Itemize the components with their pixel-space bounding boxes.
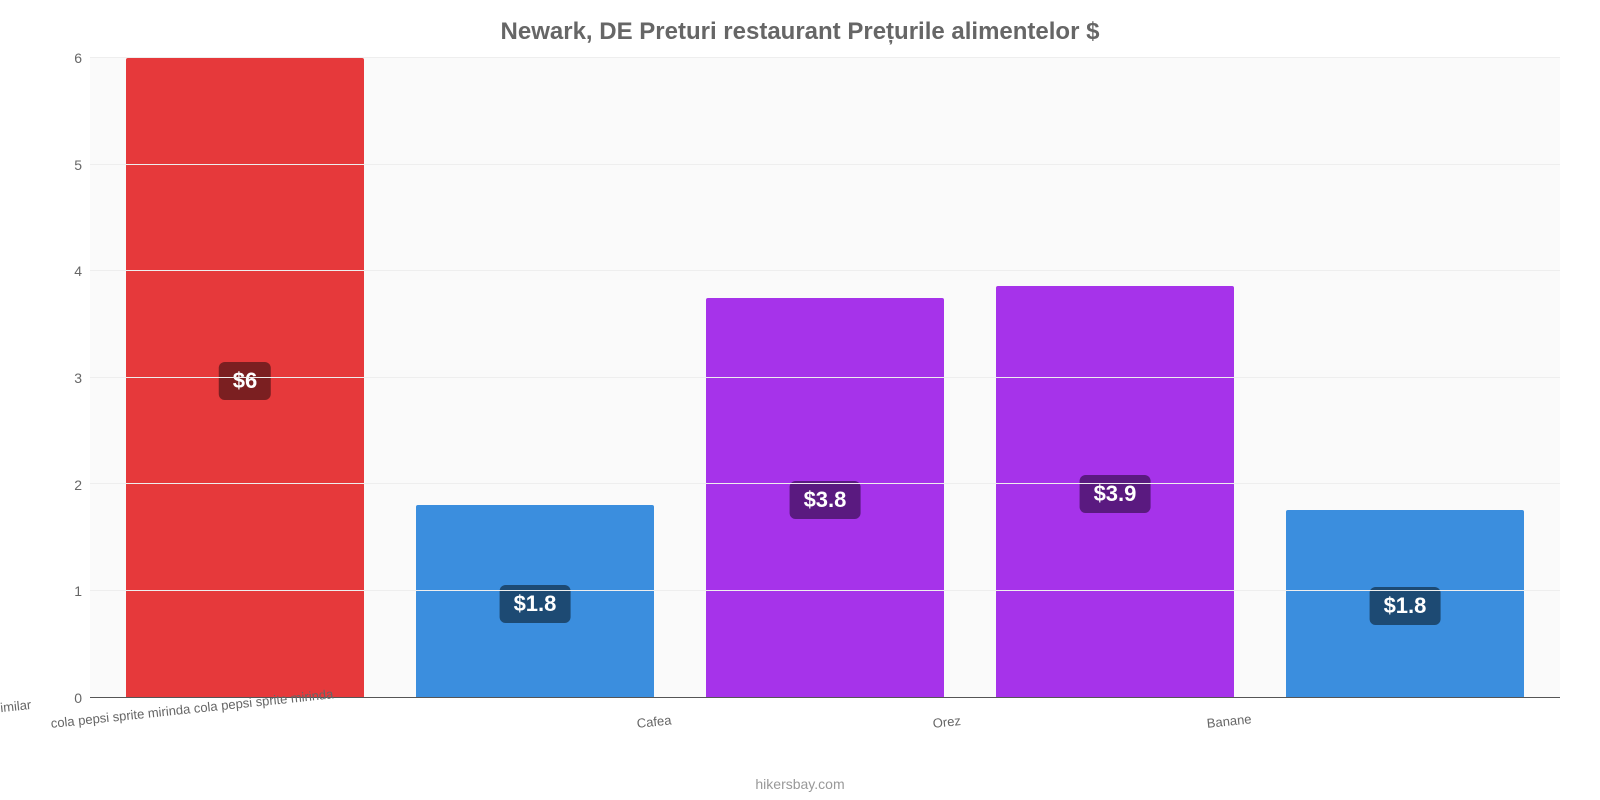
x-axis-label: Cafea [636, 712, 672, 731]
bar-value-label: $1.8 [1370, 587, 1441, 625]
bar-value-label: $3.8 [790, 481, 861, 519]
bar-slot: $6 [100, 58, 390, 697]
chart-footer: hikersbay.com [0, 776, 1600, 792]
y-tick-label: 6 [32, 50, 82, 66]
y-axis: 0123456 [30, 58, 90, 698]
bar-slot: $1.8 [1260, 58, 1550, 697]
chart-title: Newark, DE Preturi restaurant Prețurile … [30, 18, 1570, 46]
gridline [90, 164, 1560, 165]
plot: 0123456 $6$1.8$3.8$3.9$1.8 mac burger ki… [30, 58, 1570, 698]
bar: $3.8 [706, 298, 944, 697]
gridline [90, 590, 1560, 591]
gridline [90, 57, 1560, 58]
bar-value-label: $6 [219, 362, 271, 400]
bar-value-label: $1.8 [500, 585, 571, 623]
chart-container: Newark, DE Preturi restaurant Prețurile … [0, 0, 1600, 800]
gridline [90, 270, 1560, 271]
bar: $1.8 [1286, 510, 1524, 697]
bar-slot: $3.9 [970, 58, 1260, 697]
bar-slot: $3.8 [680, 58, 970, 697]
bars-container: $6 $1.8 $3.8 $3.9 $1.8 [90, 58, 1560, 697]
bar: $6 [126, 58, 364, 697]
plot-area: $6 $1.8 $3.8 $3.9 $1.8 [90, 58, 1560, 698]
bar: $3.9 [996, 286, 1234, 697]
y-tick-label: 4 [32, 263, 82, 279]
y-tick-label: 0 [32, 690, 82, 706]
y-tick-label: 3 [32, 370, 82, 386]
y-tick-label: 5 [32, 157, 82, 173]
bar: $1.8 [416, 505, 654, 697]
x-axis-label: Orez [932, 713, 962, 731]
gridline [90, 483, 1560, 484]
bar-slot: $1.8 [390, 58, 680, 697]
gridline [90, 377, 1560, 378]
y-tick-label: 1 [32, 583, 82, 599]
x-axis-label: mac burger king sau bar similar [0, 697, 32, 731]
x-axis-label: Banane [1206, 711, 1252, 731]
bar-value-label: $3.9 [1080, 475, 1151, 513]
y-tick-label: 2 [32, 477, 82, 493]
